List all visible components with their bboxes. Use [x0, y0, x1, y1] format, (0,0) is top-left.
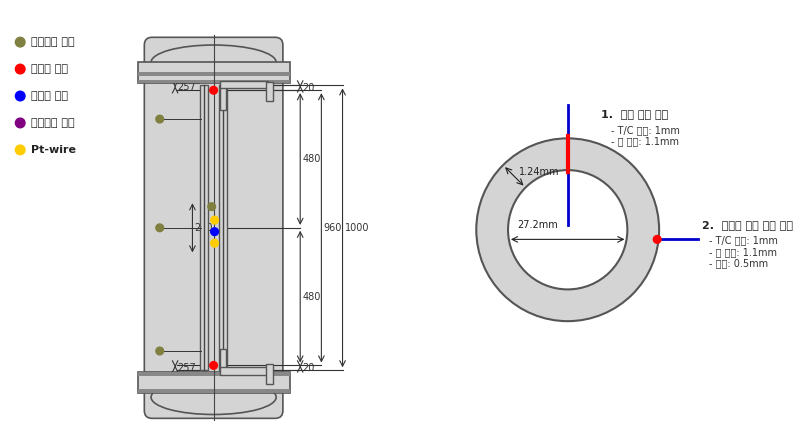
Ellipse shape — [151, 45, 276, 80]
Bar — [138, 389, 289, 393]
Circle shape — [210, 362, 218, 369]
Circle shape — [208, 203, 215, 211]
Text: 27.2mm: 27.2mm — [517, 220, 559, 230]
Circle shape — [476, 138, 659, 321]
Bar — [220, 80, 268, 89]
FancyBboxPatch shape — [144, 37, 283, 418]
Ellipse shape — [151, 380, 276, 414]
Circle shape — [15, 37, 25, 47]
Text: - T/C 직경: 1mm: - T/C 직경: 1mm — [709, 236, 778, 245]
Text: 1.  유체 온도 측정: 1. 유체 온도 측정 — [601, 110, 669, 119]
Circle shape — [210, 228, 218, 236]
Circle shape — [210, 86, 218, 94]
Text: 240: 240 — [194, 223, 213, 233]
Text: - 깊이: 0.5mm: - 깊이: 0.5mm — [709, 259, 768, 269]
Bar — [220, 349, 226, 372]
Bar — [138, 80, 289, 84]
Circle shape — [210, 240, 218, 247]
Text: Pt-wire: Pt-wire — [31, 145, 76, 155]
Text: 1000: 1000 — [344, 223, 369, 233]
Bar — [138, 372, 289, 393]
Text: 가압용기 벽면: 가압용기 벽면 — [31, 118, 74, 128]
Circle shape — [508, 170, 627, 289]
Circle shape — [15, 118, 25, 128]
Circle shape — [15, 145, 25, 155]
Bar — [200, 85, 208, 370]
Circle shape — [156, 115, 164, 123]
Text: - T/C 직경: 1mm: - T/C 직경: 1mm — [611, 125, 680, 135]
Text: 전열관 내부: 전열관 내부 — [31, 64, 68, 74]
Text: 960: 960 — [323, 223, 342, 233]
Text: 257: 257 — [177, 363, 196, 373]
Circle shape — [15, 64, 25, 74]
Text: 2.  전열관 내벽 온도 측정: 2. 전열관 내벽 온도 측정 — [702, 220, 793, 230]
Text: 가압용기 대기: 가압용기 대기 — [31, 37, 74, 47]
Text: - 홀 직경: 1.1mm: - 홀 직경: 1.1mm — [611, 136, 679, 147]
Bar — [265, 364, 273, 384]
Text: 480: 480 — [302, 154, 321, 164]
Circle shape — [210, 216, 218, 224]
Text: 20: 20 — [302, 83, 314, 93]
Text: 1.24mm: 1.24mm — [519, 167, 559, 177]
Text: 257: 257 — [177, 82, 196, 92]
Text: 20: 20 — [302, 363, 314, 373]
Bar — [220, 367, 268, 375]
Bar — [138, 62, 289, 84]
Bar — [138, 72, 289, 76]
Text: - 홀 직경: 1.1mm: - 홀 직경: 1.1mm — [709, 247, 777, 257]
Circle shape — [15, 91, 25, 101]
Text: 전열관 벽면: 전열관 벽면 — [31, 91, 68, 101]
Bar — [138, 372, 289, 376]
Text: 480: 480 — [302, 291, 321, 302]
Circle shape — [156, 347, 164, 355]
Bar — [265, 81, 273, 101]
Circle shape — [654, 236, 661, 243]
Circle shape — [156, 224, 164, 232]
Bar — [219, 85, 227, 370]
Bar — [220, 84, 226, 110]
